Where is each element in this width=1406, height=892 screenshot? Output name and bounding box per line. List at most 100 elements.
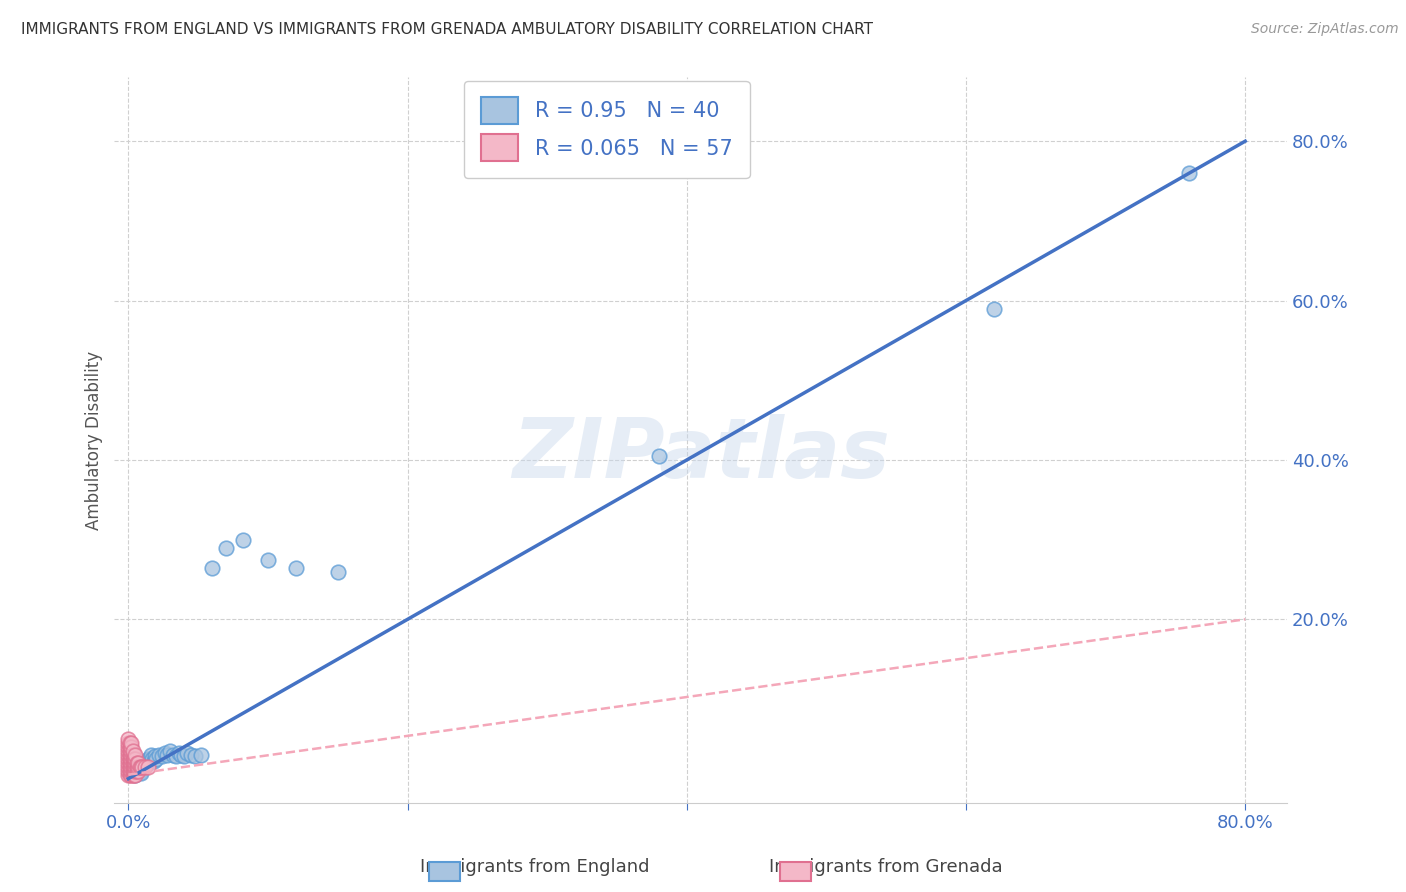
Point (170, 747, 193, 762)
Point (136, 760, 159, 774)
Point (128, 760, 150, 774)
Point (117, 752, 139, 766)
Point (148, 747, 170, 762)
Text: Immigrants from England: Immigrants from England (419, 858, 650, 876)
Point (124, 768, 146, 782)
Point (127, 764, 149, 778)
Point (165, 749, 187, 764)
Point (215, 541, 238, 555)
Point (118, 768, 141, 782)
Point (190, 747, 212, 762)
Point (120, 756, 142, 770)
Point (150, 749, 173, 764)
Point (117, 764, 139, 778)
Point (117, 736, 139, 750)
Point (122, 756, 145, 770)
Legend: R = 0.95   N = 40, R = 0.065   N = 57: R = 0.95 N = 40, R = 0.065 N = 57 (464, 80, 749, 178)
Point (121, 756, 143, 770)
Point (129, 766, 152, 780)
Point (132, 757, 155, 772)
Point (145, 752, 167, 766)
Point (117, 731, 139, 746)
Point (983, 301, 1005, 316)
Point (142, 754, 165, 768)
Point (167, 746, 190, 760)
Point (153, 746, 176, 760)
Point (118, 747, 141, 762)
Point (129, 760, 152, 774)
Point (124, 756, 146, 770)
Point (121, 760, 143, 774)
Point (124, 768, 146, 782)
Point (121, 764, 143, 778)
Point (156, 747, 179, 762)
Text: IMMIGRANTS FROM ENGLAND VS IMMIGRANTS FROM GRENADA AMBULATORY DISABILITY CORRELA: IMMIGRANTS FROM ENGLAND VS IMMIGRANTS FR… (21, 22, 873, 37)
Point (117, 768, 139, 782)
Point (136, 752, 159, 766)
Point (127, 760, 149, 774)
Point (124, 752, 146, 766)
Point (121, 744, 143, 758)
Point (118, 752, 141, 766)
Point (232, 533, 254, 547)
Point (124, 760, 146, 774)
Point (117, 760, 139, 774)
Point (122, 752, 145, 766)
Point (127, 764, 149, 778)
Point (120, 744, 142, 758)
Point (118, 764, 141, 778)
Point (138, 752, 160, 766)
Point (176, 746, 198, 760)
Point (134, 760, 156, 774)
Point (284, 560, 307, 574)
Point (117, 744, 139, 758)
Text: ZIPatlas: ZIPatlas (512, 414, 890, 495)
Point (124, 764, 146, 778)
Point (162, 747, 184, 762)
Point (125, 764, 148, 778)
Point (1178, 166, 1201, 180)
Y-axis label: Ambulatory Disability: Ambulatory Disability (86, 351, 103, 530)
Point (257, 552, 280, 566)
Point (326, 565, 349, 579)
Point (122, 760, 145, 774)
Point (159, 744, 181, 758)
Point (118, 760, 141, 774)
Point (118, 756, 141, 770)
Point (122, 764, 145, 778)
Point (131, 756, 153, 770)
Point (648, 449, 671, 463)
Point (124, 747, 146, 762)
Point (180, 747, 202, 762)
Point (127, 756, 149, 770)
Point (131, 760, 153, 774)
Point (128, 765, 150, 780)
Point (120, 736, 142, 750)
Point (143, 749, 166, 764)
Point (141, 752, 163, 766)
Point (120, 747, 142, 762)
Point (122, 768, 145, 782)
Text: Immigrants from Grenada: Immigrants from Grenada (769, 858, 1002, 876)
Point (201, 560, 224, 574)
Point (121, 747, 143, 762)
Point (125, 760, 148, 774)
Point (118, 739, 141, 754)
Point (135, 754, 157, 768)
Point (117, 747, 139, 762)
Point (118, 744, 141, 758)
Text: Source: ZipAtlas.com: Source: ZipAtlas.com (1251, 22, 1399, 37)
Point (117, 739, 139, 754)
Point (118, 736, 141, 750)
Point (139, 747, 162, 762)
Point (173, 749, 195, 764)
Point (125, 756, 148, 770)
Point (131, 760, 153, 774)
Point (117, 756, 139, 770)
Point (138, 756, 160, 770)
Point (121, 768, 143, 782)
Point (134, 759, 156, 773)
Point (121, 752, 143, 766)
Point (120, 739, 142, 754)
Point (120, 768, 142, 782)
